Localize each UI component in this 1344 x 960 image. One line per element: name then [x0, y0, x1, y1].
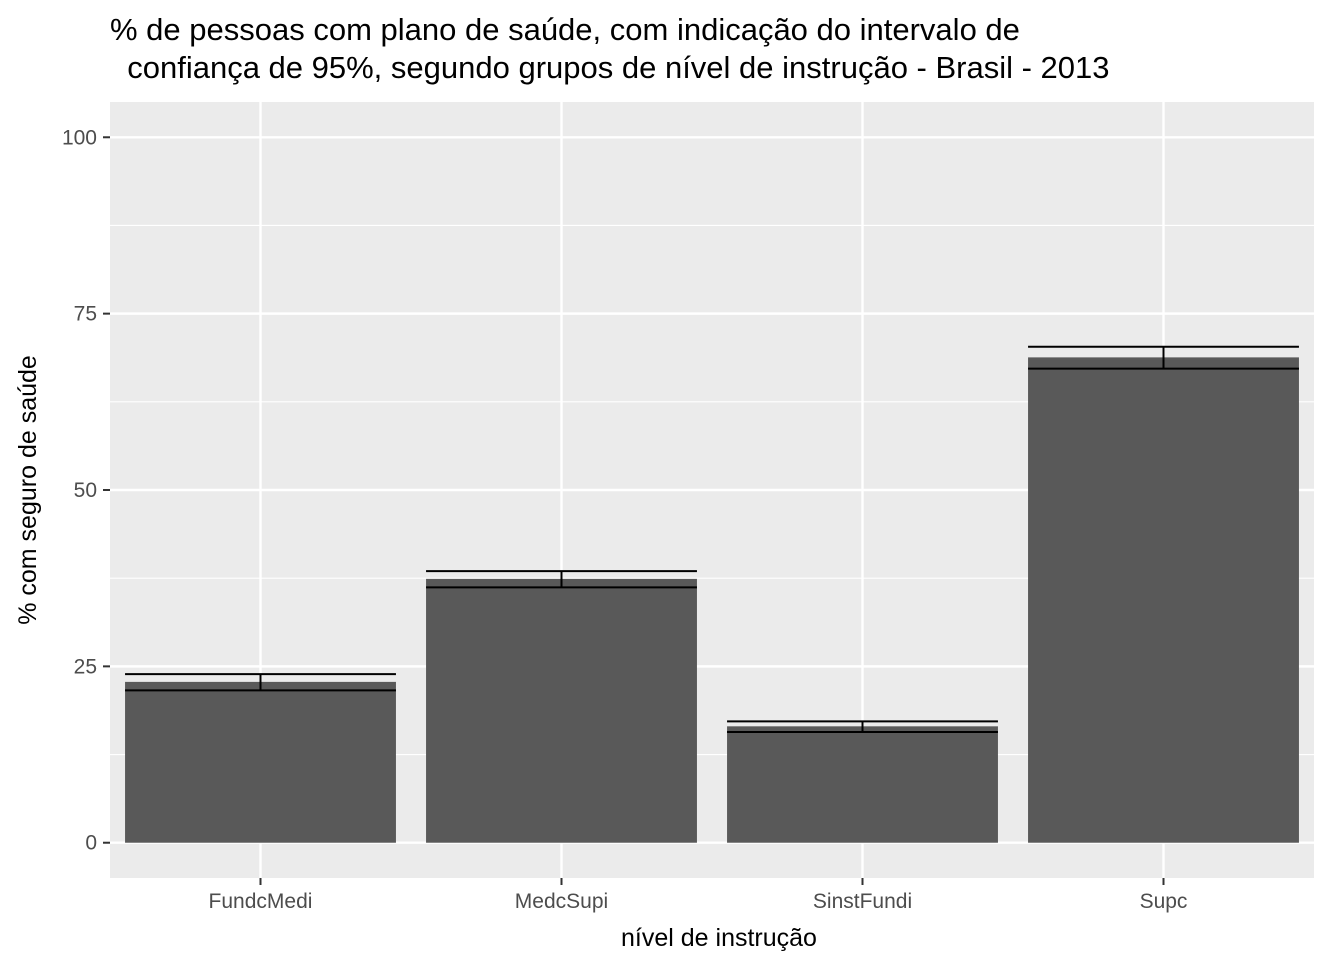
bar-MedcSupi: [426, 578, 697, 843]
x-axis: FundcMedi MedcSupi SinstFundi Supc: [209, 878, 1188, 913]
x-tick-label: Supc: [1140, 890, 1188, 913]
y-axis: 0 25 50 75 100: [62, 126, 110, 855]
x-tick-label: FundcMedi: [209, 890, 313, 913]
errorbar-MedcSupi: [426, 570, 697, 589]
y-tick-label: 50: [74, 479, 97, 502]
x-axis-title: nível de instrução: [621, 924, 817, 952]
errorbar-Supc: [1028, 345, 1299, 370]
x-tick-label: MedcSupi: [515, 890, 608, 913]
chart-title-line-2: confiança de 95%, segundo grupos de níve…: [110, 50, 1110, 85]
errorbar-SinstFundi: [727, 720, 998, 733]
y-axis-title: % com seguro de saúde: [14, 355, 42, 625]
bar-FundcMedi: [125, 681, 396, 843]
y-tick-label: 75: [74, 303, 97, 326]
bar-Supc: [1028, 357, 1299, 843]
bar-SinstFundi: [727, 726, 998, 843]
errorbar-FundcMedi: [125, 673, 396, 692]
y-tick-label: 100: [62, 126, 97, 149]
x-tick-label: SinstFundi: [813, 890, 912, 913]
chart-title-line-1: % de pessoas com plano de saúde, com ind…: [110, 12, 1020, 47]
error-bars: [125, 345, 1299, 733]
y-tick-label: 25: [74, 655, 97, 678]
y-tick-label: 0: [85, 832, 97, 855]
bars: [125, 357, 1299, 843]
